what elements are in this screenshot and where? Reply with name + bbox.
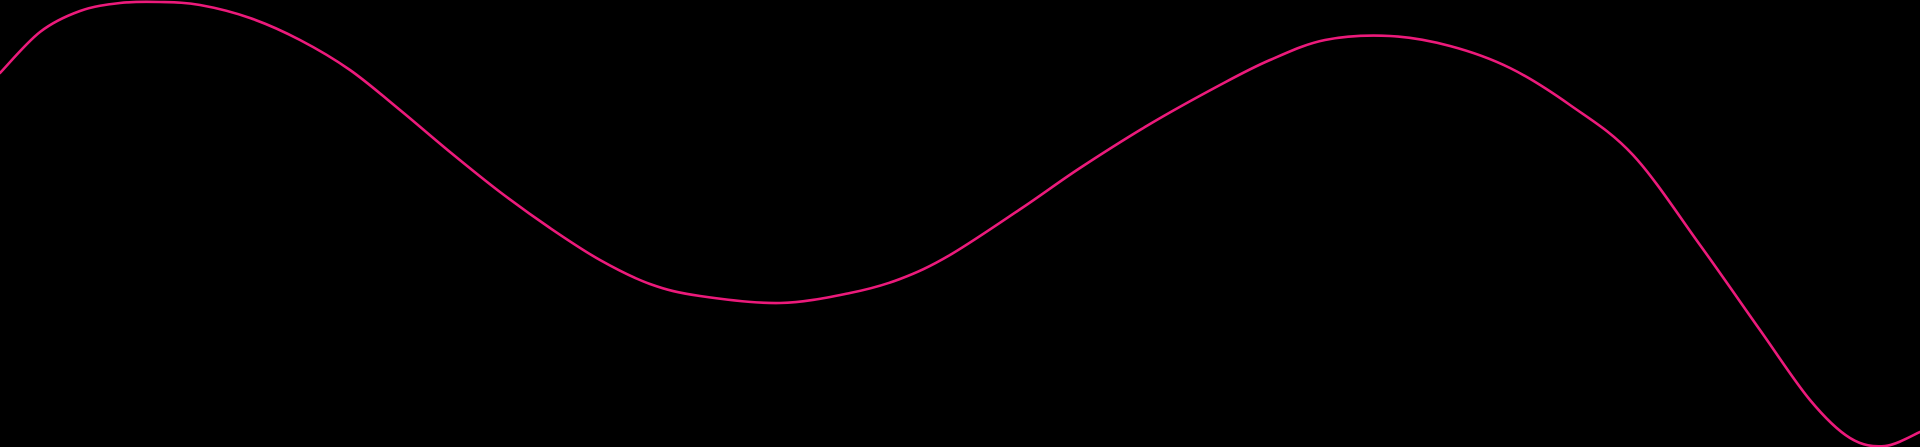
line-chart-svg [0,0,1920,447]
chart-canvas: wave [0,0,1920,447]
data-series-wave-line [0,2,1920,447]
chart-background [0,0,1920,447]
